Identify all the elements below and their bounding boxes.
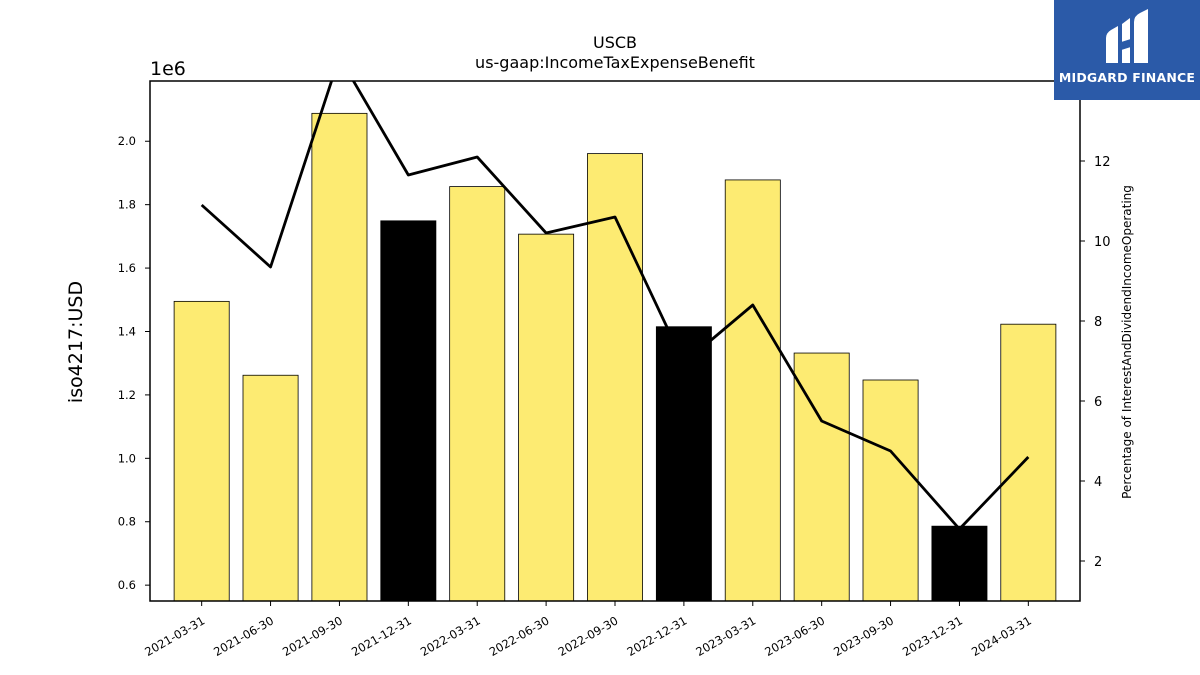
y2-tick-label: 2 (1094, 555, 1102, 570)
chart-subtitle: us-gaap:IncomeTaxExpenseBenefit (475, 53, 755, 72)
y-tick-label: 1.4 (118, 324, 136, 338)
y-tick-label: 1.6 (118, 261, 136, 275)
y-tick-label: 1.0 (118, 451, 136, 465)
bar (587, 153, 643, 602)
x-tick-label: 2023-09-30 (831, 613, 896, 659)
line-group (200, 81, 1030, 531)
logo-text: MIDGARD FINANCE (1058, 70, 1196, 85)
bar (1000, 323, 1057, 602)
x-tick-label: 2023-03-31 (693, 613, 758, 659)
bar (931, 525, 988, 602)
y2-tick-label: 10 (1094, 235, 1111, 250)
y-multiplier-label: 1e6 (150, 58, 186, 80)
y-tick-label: 2.0 (118, 134, 136, 148)
y-tick-label: 1.2 (118, 388, 136, 402)
y2-tick-label: 12 (1094, 155, 1111, 170)
x-tick-label: 2021-06-30 (211, 613, 276, 659)
y2-tick-label: 8 (1094, 315, 1102, 330)
bar (862, 379, 919, 602)
percentage-line (200, 81, 1030, 531)
bar (311, 112, 368, 602)
chart-title: USCB (593, 33, 637, 52)
x-tick-label: 2024-03-31 (969, 613, 1034, 659)
y2-tick-label: 6 (1094, 395, 1102, 410)
bars-group (173, 112, 1057, 602)
bar (655, 326, 712, 602)
logo-mark-icon (1106, 9, 1148, 63)
bar (724, 179, 781, 602)
bar (449, 186, 506, 602)
bar (380, 220, 437, 602)
brand-logo: MIDGARD FINANCE (1054, 0, 1200, 100)
y-tick-label: 0.6 (118, 578, 136, 592)
x-tick-label: 2021-09-30 (280, 613, 345, 659)
x-tick-label: 2022-12-31 (625, 613, 690, 659)
y-axis-label: iso4217:USD (65, 281, 87, 403)
x-tick-label: 2023-06-30 (762, 613, 827, 659)
x-tick-label: 2021-12-31 (349, 613, 414, 659)
y2-axis-label: Percentage of InterestAndDividendIncomeO… (1120, 185, 1134, 499)
x-tick-label: 2022-03-31 (418, 613, 483, 659)
y-tick-label: 1.8 (118, 198, 136, 212)
x-tick-label: 2021-03-31 (142, 613, 207, 659)
x-tick-label: 2022-09-30 (556, 613, 621, 659)
x-tick-label: 2022-06-30 (487, 613, 552, 659)
bar (518, 233, 575, 602)
y-tick-label: 0.8 (118, 515, 136, 529)
bar (242, 374, 299, 602)
y2-tick-label: 4 (1094, 475, 1102, 490)
bar (793, 352, 850, 602)
bar (173, 300, 230, 602)
x-tick-label: 2023-12-31 (900, 613, 965, 659)
